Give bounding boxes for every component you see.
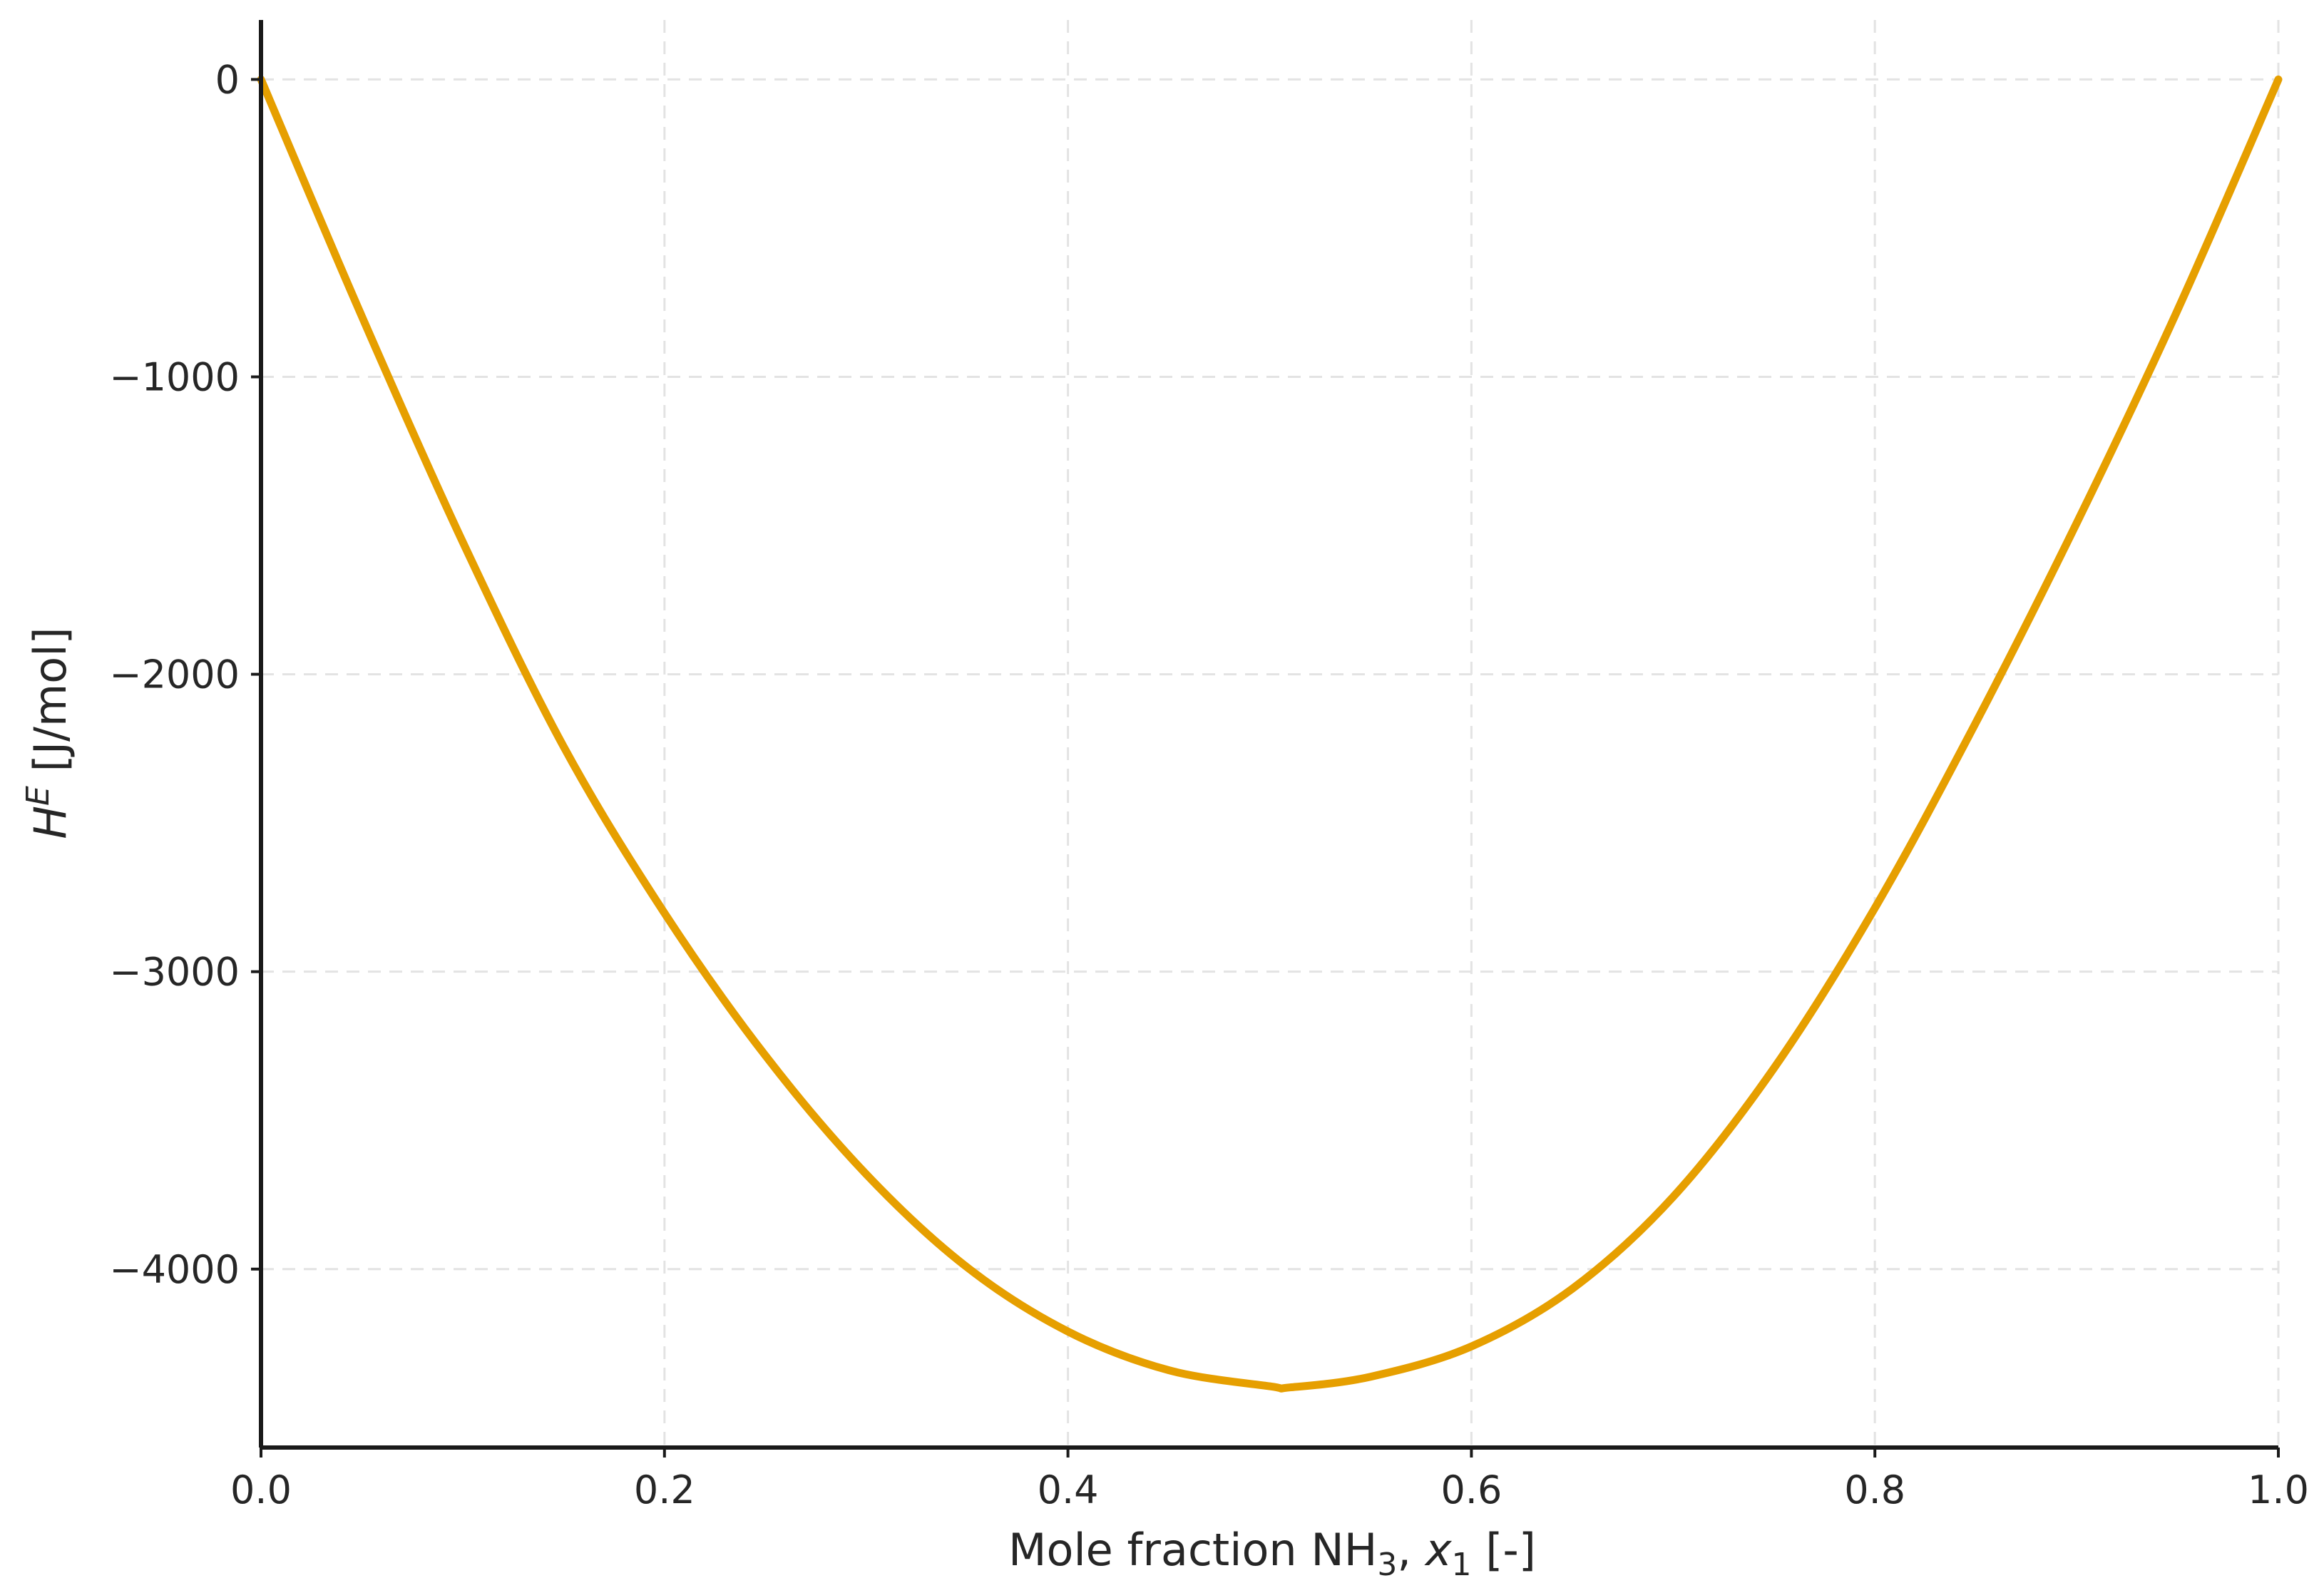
x-tick-label: 0.8 [1844,1467,1905,1512]
x-tick-label: 0.4 [1038,1467,1099,1512]
y-ticks: 0 −1000 −2000 −3000 −4000 [109,57,261,1292]
x-tick-label: 1.0 [2248,1467,2309,1512]
x-axis-label-var-subscript: 1 [1452,1547,1472,1583]
x-axis-label: Mole fraction NH3, x1 [-] [1008,1524,1536,1583]
y-tick-label: 0 [215,57,240,102]
x-axis-label-subscript: 3 [1377,1547,1397,1583]
y-tick-label: −2000 [109,652,240,697]
y-tick-label: −4000 [109,1247,240,1292]
axes [259,20,2278,1450]
x-tick-label: 0.0 [230,1467,292,1512]
y-tick-label: −1000 [109,355,240,400]
y-axis-label-superscript: E [20,786,56,806]
series-layer [257,75,2283,1393]
grid [260,20,2280,1448]
x-tick-label: 0.2 [634,1467,695,1512]
x-ticks: 0.0 0.2 0.4 0.6 0.8 1.0 [230,1448,2309,1512]
y-axis-label: HE [J/mol] [20,627,76,839]
x-tick-label: 0.6 [1440,1467,1502,1512]
y-tick-label: −3000 [109,950,240,995]
series-line [257,75,2283,1393]
